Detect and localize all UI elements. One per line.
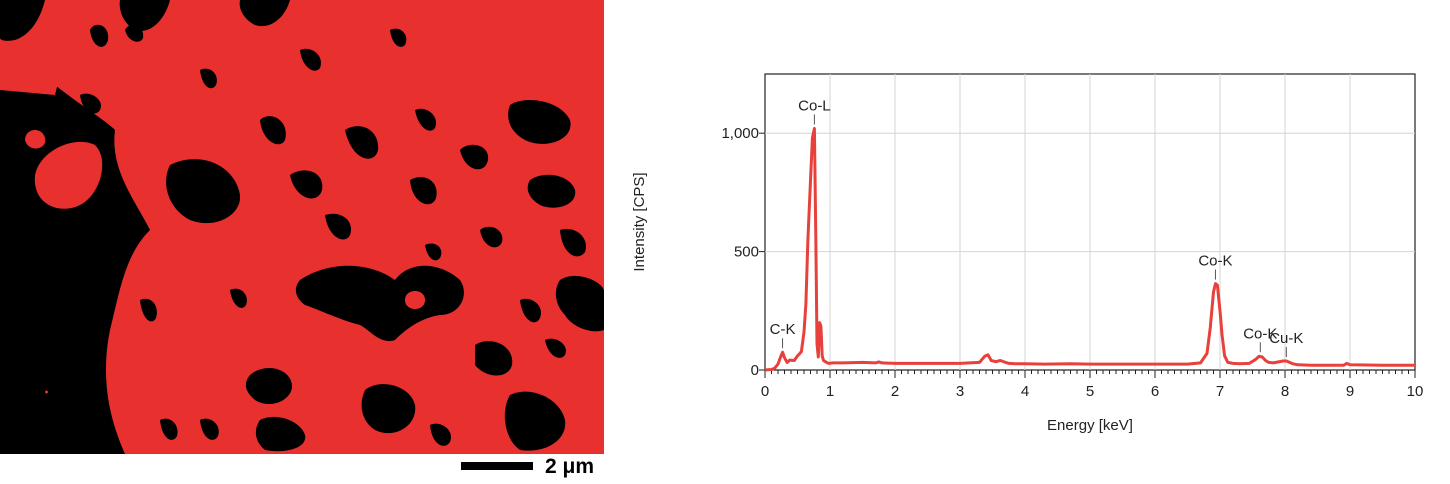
x-tick-label: 5 [1086,383,1094,400]
x-tick-label: 2 [891,383,899,400]
cobalt-phase-region [0,0,604,454]
y-tick-label: 500 [734,244,759,261]
x-tick-label: 3 [956,383,964,400]
peak-label: Co-L [798,97,831,114]
x-tick-label: 10 [1407,383,1424,400]
scale-bar-label: 2 μm [545,455,595,478]
x-tick-label: 7 [1216,383,1224,400]
y-axis: 0 500 1,000 [721,125,765,379]
peak-annotations: C-KCo-LCo-KCo-KCu-K [770,97,1303,358]
scale-bar [461,462,533,470]
x-tick-label: 8 [1281,383,1289,400]
x-tick-label: 6 [1151,383,1159,400]
peak-label: Cu-K [1269,330,1303,347]
elemental-map [0,0,604,454]
x-tick-label: 9 [1346,383,1354,400]
peak-label: Co-K [1243,325,1277,342]
spectrum-line [764,127,1415,372]
x-axis: 0 1 2 3 4 5 6 7 8 9 10 [761,370,1424,400]
y-axis-title: Intensity [CPS] [631,172,648,271]
peak-label: C-K [770,321,796,338]
x-tick-label: 0 [761,383,769,400]
cobalt-distribution-map [0,0,604,454]
peak-label: Co-K [1198,253,1232,270]
cobalt-islands [405,291,470,332]
x-tick-label: 1 [826,383,834,400]
y-tick-label: 1,000 [721,125,759,142]
uncovered-regions [0,0,604,452]
y-tick-label: 0 [751,362,759,379]
x-tick-label: 4 [1021,383,1029,400]
x-axis-title: Energy [keV] [1047,417,1133,434]
